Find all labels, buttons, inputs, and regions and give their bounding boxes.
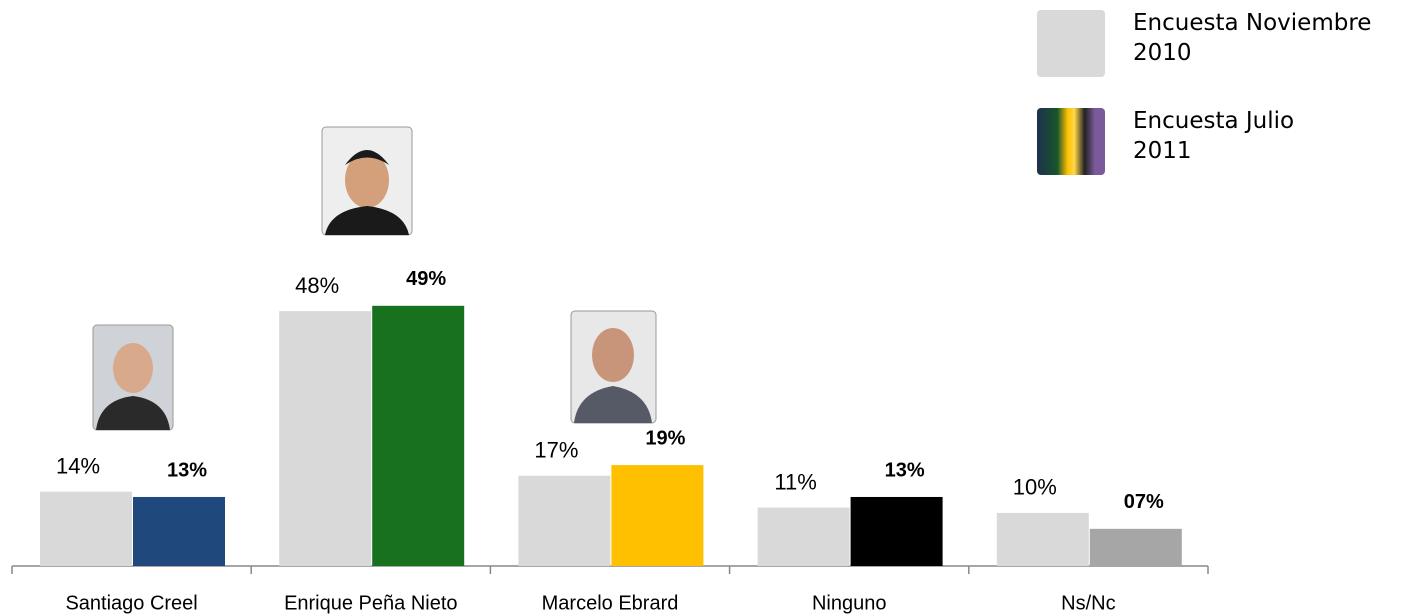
bar <box>1089 528 1182 566</box>
x-tick-label: Enrique Peña Nieto <box>284 592 457 614</box>
legend-label: Encuesta Noviembre 2010 <box>1133 10 1371 66</box>
x-tick-label: Santiago Creel <box>65 592 197 614</box>
bar <box>372 305 465 566</box>
value-label: 07% <box>1124 491 1164 513</box>
bar <box>757 507 850 566</box>
photo <box>321 126 413 236</box>
legend-swatch <box>1037 10 1105 77</box>
x-tick-label: Marcelo Ebrard <box>542 592 679 614</box>
value-label: 48% <box>295 273 339 298</box>
bar <box>133 496 225 566</box>
photo <box>570 310 657 424</box>
value-label: 13% <box>167 459 207 481</box>
legend-swatch <box>1037 108 1105 175</box>
bar <box>996 512 1089 566</box>
bar <box>611 465 704 566</box>
bar <box>850 496 943 566</box>
legend-label: Encuesta Julio 2011 <box>1133 108 1294 164</box>
bar <box>518 475 611 566</box>
x-tick-label: Ninguno <box>812 592 887 614</box>
bar <box>279 311 372 566</box>
x-tick-label: Ns/Nc <box>1061 592 1115 614</box>
value-label: 19% <box>645 427 685 449</box>
value-label: 17% <box>534 438 578 463</box>
photo <box>92 324 174 431</box>
value-label: 10% <box>1013 475 1057 500</box>
value-label: 13% <box>885 459 925 481</box>
value-label: 14% <box>56 453 100 478</box>
bar <box>40 491 132 566</box>
value-label: 49% <box>406 268 446 290</box>
value-label: 11% <box>774 469 816 494</box>
